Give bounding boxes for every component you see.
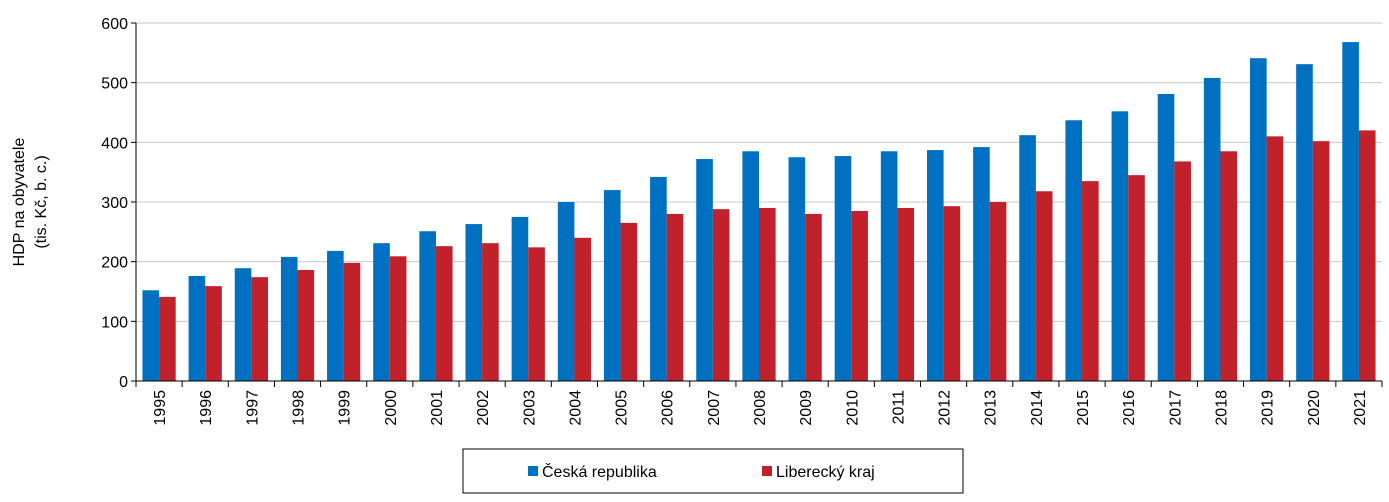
bar bbox=[557, 202, 575, 381]
bar bbox=[1128, 175, 1145, 381]
x-tick-label: 2008 bbox=[752, 390, 769, 426]
x-tick-label: 2001 bbox=[429, 390, 446, 426]
bar bbox=[650, 176, 667, 381]
x-tick-label: 1997 bbox=[244, 390, 261, 426]
bar bbox=[926, 150, 944, 381]
bar bbox=[666, 213, 684, 381]
bar bbox=[943, 206, 961, 381]
bar bbox=[620, 222, 638, 381]
bar bbox=[851, 210, 868, 381]
bar bbox=[1035, 191, 1053, 381]
bar bbox=[251, 277, 268, 381]
bar bbox=[574, 237, 592, 381]
bar bbox=[280, 256, 298, 381]
bar bbox=[465, 224, 483, 381]
legend-label: Liberecký kraj bbox=[776, 464, 875, 481]
bar bbox=[788, 157, 806, 381]
bar bbox=[1312, 141, 1330, 381]
y-tick-label: 500 bbox=[101, 76, 128, 93]
bar bbox=[435, 246, 453, 381]
bar bbox=[482, 243, 499, 381]
bar bbox=[696, 159, 713, 381]
x-tick-label: 2010 bbox=[844, 390, 861, 426]
x-tick-label: 2015 bbox=[1075, 390, 1092, 426]
bar bbox=[419, 231, 436, 381]
x-tick-label: 1995 bbox=[152, 390, 169, 426]
bar bbox=[759, 207, 776, 381]
bar bbox=[343, 262, 361, 381]
bar bbox=[327, 250, 344, 381]
x-tick-label: 1999 bbox=[337, 390, 354, 426]
bar bbox=[373, 243, 390, 381]
x-tick-label: 2014 bbox=[1029, 390, 1046, 426]
bar bbox=[1250, 58, 1267, 381]
legend-swatch bbox=[762, 466, 772, 476]
y-axis-title: HDP na obyvatele bbox=[11, 138, 28, 267]
y-tick-label: 300 bbox=[101, 195, 128, 212]
bar bbox=[742, 151, 759, 381]
legend-swatch bbox=[528, 466, 538, 476]
x-tick-label: 2017 bbox=[1167, 390, 1184, 426]
y-tick-label: 400 bbox=[101, 135, 128, 152]
x-tick-label: 2005 bbox=[614, 390, 631, 426]
legend-box bbox=[462, 448, 964, 494]
bar bbox=[603, 190, 621, 381]
bar bbox=[1220, 151, 1238, 381]
bar bbox=[389, 256, 407, 381]
bar bbox=[880, 151, 898, 381]
x-tick-label: 2019 bbox=[1260, 390, 1277, 426]
x-tick-label: 2004 bbox=[567, 390, 584, 426]
x-tick-label: 2012 bbox=[937, 390, 954, 426]
bar bbox=[1342, 42, 1359, 382]
bar bbox=[234, 268, 252, 381]
bar bbox=[1203, 77, 1221, 381]
bar bbox=[511, 216, 529, 381]
bar bbox=[1296, 64, 1313, 382]
bar bbox=[1358, 130, 1376, 381]
x-tick-label: 2013 bbox=[983, 390, 1000, 426]
bar bbox=[188, 275, 206, 381]
legend-label: Česká republika bbox=[542, 462, 657, 481]
y-tick-label: 0 bbox=[119, 374, 128, 391]
bar bbox=[159, 296, 176, 381]
bar bbox=[1266, 136, 1284, 381]
bar bbox=[1019, 135, 1036, 381]
bar bbox=[1065, 120, 1083, 382]
bar bbox=[297, 270, 315, 381]
bar bbox=[1082, 181, 1099, 381]
bar bbox=[834, 156, 852, 381]
y-tick-label: 200 bbox=[101, 255, 128, 272]
y-tick-label: 100 bbox=[101, 314, 128, 331]
x-tick-label: 2002 bbox=[475, 390, 492, 426]
y-tick-label: 600 bbox=[101, 16, 128, 33]
x-tick-label: 2021 bbox=[1352, 390, 1369, 426]
x-tick-label: 1998 bbox=[291, 390, 308, 426]
x-tick-label: 2003 bbox=[521, 390, 538, 426]
bar bbox=[205, 286, 222, 381]
bar bbox=[989, 202, 1007, 381]
bar bbox=[897, 207, 915, 381]
x-tick-label: 2016 bbox=[1121, 390, 1138, 426]
bar bbox=[1174, 161, 1191, 381]
x-tick-label: 2020 bbox=[1306, 390, 1323, 426]
bar bbox=[712, 209, 730, 381]
bar bbox=[528, 247, 545, 381]
bar bbox=[805, 213, 822, 381]
y-axis-title: (tis. Kč, b. c.) bbox=[33, 155, 50, 248]
x-tick-label: 2000 bbox=[383, 390, 400, 426]
bar bbox=[1157, 94, 1175, 382]
bar bbox=[1111, 111, 1129, 381]
bar bbox=[973, 147, 990, 381]
x-tick-label: 2018 bbox=[1213, 390, 1230, 426]
bar bbox=[142, 290, 160, 381]
x-tick-label: 2011 bbox=[890, 390, 907, 425]
x-tick-label: 2006 bbox=[660, 390, 677, 426]
x-tick-label: 1996 bbox=[198, 390, 215, 426]
x-tick-label: 2009 bbox=[798, 390, 815, 426]
x-tick-label: 2007 bbox=[706, 390, 723, 426]
